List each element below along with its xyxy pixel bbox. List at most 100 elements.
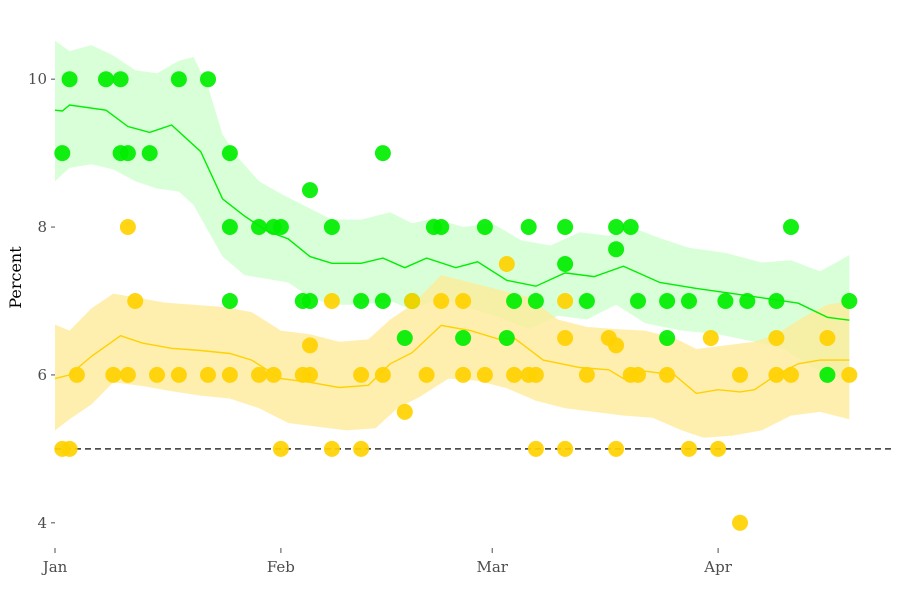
data-point-series-1 [61, 71, 78, 88]
data-point-series-2 [127, 293, 144, 309]
data-point-series-1 [659, 293, 676, 309]
data-point-series-1 [630, 293, 646, 309]
y-axis: 4 6 8 10 [28, 70, 55, 532]
x-tick-label: Mar [476, 558, 508, 576]
data-point-series-1 [200, 71, 216, 88]
data-point-series-1 [455, 330, 472, 346]
data-point-series-2 [149, 366, 165, 383]
x-axis: Jan Feb Mar Apr [41, 548, 733, 576]
data-point-series-1 [221, 293, 238, 309]
data-point-series-2 [710, 440, 727, 457]
data-point-series-1 [119, 145, 136, 162]
data-point-series-1 [520, 219, 537, 235]
data-point-series-2 [630, 366, 646, 383]
data-point-series-2 [170, 366, 187, 383]
data-point-series-1 [527, 293, 544, 309]
data-point-series-2 [476, 366, 493, 383]
confidence-band-1 [55, 40, 850, 383]
data-point-series-1 [433, 219, 450, 235]
data-point-series-1 [98, 71, 114, 88]
data-point-series-1 [739, 293, 756, 309]
data-point-series-2 [557, 330, 574, 346]
data-point-series-2 [323, 293, 340, 309]
x-tick-label: Jan [41, 558, 68, 576]
data-point-series-1 [681, 293, 697, 309]
data-point-series-2 [455, 366, 472, 383]
data-point-series-2 [527, 440, 544, 457]
y-tick-label: 8 [37, 218, 47, 236]
data-point-series-1 [498, 330, 515, 346]
confidence-band-2 [55, 275, 850, 438]
y-tick-label: 10 [28, 70, 47, 88]
data-point-series-1 [717, 293, 734, 309]
data-point-series-1 [374, 145, 391, 162]
data-point-series-1 [557, 219, 574, 235]
data-point-series-2 [557, 293, 574, 309]
data-point-series-2 [732, 366, 748, 383]
data-point-series-1 [302, 182, 318, 199]
data-point-series-1 [302, 293, 318, 309]
data-point-series-1 [323, 219, 340, 235]
data-point-series-2 [841, 366, 858, 383]
data-point-series-2 [251, 366, 267, 383]
data-point-series-2 [557, 440, 574, 457]
data-point-series-1 [272, 219, 289, 235]
data-point-series-1 [506, 293, 523, 309]
data-point-series-2 [68, 366, 85, 383]
data-point-series-2 [272, 440, 289, 457]
data-point-series-2 [418, 366, 435, 383]
data-point-series-2 [702, 330, 719, 346]
data-point-series-1 [557, 256, 574, 272]
data-point-series-1 [768, 293, 785, 309]
data-point-series-1 [608, 219, 625, 235]
data-point-series-1 [578, 293, 595, 309]
data-point-series-1 [112, 71, 129, 88]
data-point-series-2 [608, 337, 625, 354]
data-point-series-1 [819, 366, 836, 383]
data-point-series-2 [732, 514, 748, 531]
data-point-series-1 [221, 145, 238, 162]
data-point-series-2 [404, 293, 421, 309]
data-point-series-1 [353, 293, 370, 309]
data-point-series-2 [302, 337, 318, 354]
data-point-series-2 [768, 366, 785, 383]
x-tick-label: Feb [267, 558, 295, 576]
x-tick-label: Apr [703, 558, 732, 576]
data-points [54, 71, 858, 531]
y-tick-label: 4 [37, 514, 47, 532]
data-point-series-1 [54, 145, 71, 162]
data-point-series-1 [251, 219, 267, 235]
data-point-series-1 [476, 219, 493, 235]
data-point-series-2 [819, 330, 836, 346]
trend-line-1 [54, 104, 850, 321]
data-point-series-2 [608, 440, 625, 457]
data-point-series-1 [783, 219, 799, 235]
data-point-series-2 [498, 256, 515, 272]
data-point-series-2 [353, 366, 370, 383]
data-point-series-2 [396, 403, 413, 420]
data-point-series-1 [659, 330, 676, 346]
data-point-series-1 [841, 293, 858, 309]
data-point-series-2 [783, 366, 799, 383]
data-point-series-2 [433, 293, 450, 309]
data-point-series-2 [768, 330, 785, 346]
data-point-series-2 [681, 440, 697, 457]
data-point-series-2 [374, 366, 391, 383]
data-point-series-1 [608, 241, 625, 258]
data-point-series-1 [170, 71, 187, 88]
data-point-series-1 [221, 219, 238, 235]
data-point-series-1 [396, 330, 413, 346]
data-point-series-2 [105, 366, 122, 383]
data-point-series-2 [323, 440, 340, 457]
data-point-series-2 [119, 366, 136, 383]
data-point-series-2 [119, 219, 136, 235]
confidence-bands [55, 40, 850, 438]
data-point-series-2 [578, 366, 595, 383]
data-point-series-1 [141, 145, 158, 162]
data-point-series-2 [506, 366, 523, 383]
data-point-series-2 [302, 366, 318, 383]
data-point-series-2 [353, 440, 370, 457]
data-point-series-2 [265, 366, 282, 383]
data-point-series-2 [455, 293, 472, 309]
